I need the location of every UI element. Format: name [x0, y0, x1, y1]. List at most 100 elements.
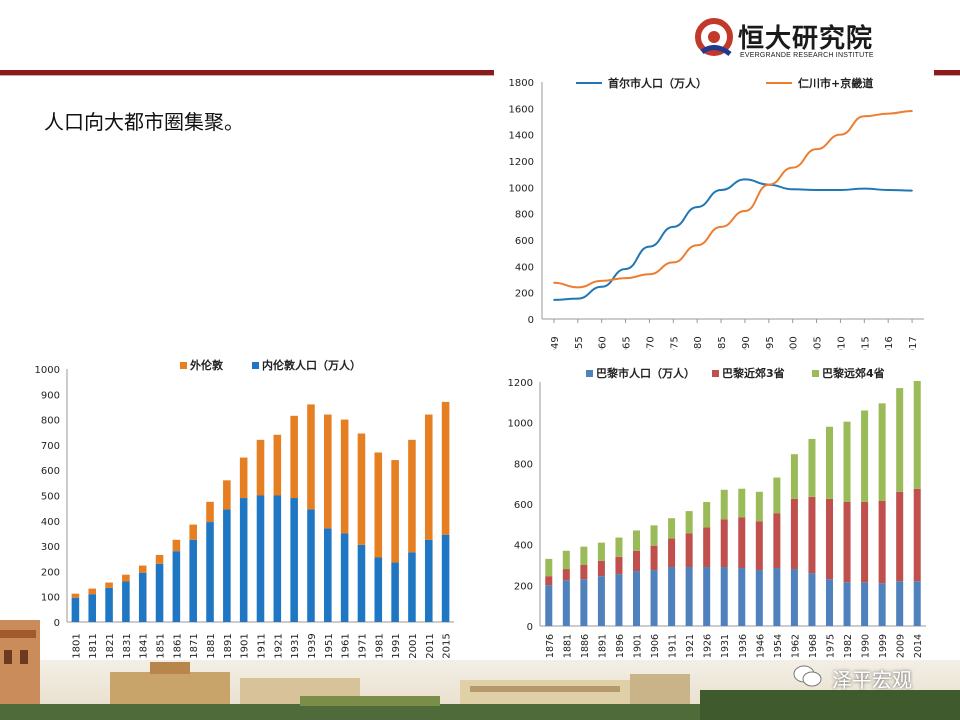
bar-segment-2: [878, 500, 886, 584]
legend-swatch: [252, 362, 259, 369]
bar-segment-3: [755, 491, 763, 522]
bar-segment-1: [825, 579, 834, 626]
x-tick-label: 1954: [773, 634, 784, 658]
y-tick-label: 1600: [509, 104, 534, 115]
x-tick-label: 1801: [71, 633, 82, 658]
bar-segment-2: [155, 554, 164, 564]
bar-segment-1: [913, 581, 921, 626]
bar-segment-1: [408, 552, 416, 622]
data-point: [863, 187, 866, 190]
brand-name-en: EVERGRANDE RESEARCH INSTITUTE: [740, 52, 874, 59]
x-tick-label: 1939: [307, 633, 318, 658]
y-tick-label: 0: [527, 622, 533, 633]
x-tick-label: 2017: [908, 336, 919, 350]
bar-segment-2: [650, 545, 658, 571]
x-tick-label: 2015: [860, 336, 871, 350]
x-tick-label: 1911: [668, 634, 679, 658]
bar-segment-3: [861, 410, 869, 502]
x-tick-label: 1811: [88, 633, 99, 658]
legend-label: 仁川市+京畿道: [798, 76, 873, 90]
y-tick-label: 1000: [508, 419, 533, 430]
x-tick-label: 1965: [622, 336, 633, 350]
x-tick-label: 2010: [836, 336, 847, 350]
bar-segment-2: [685, 533, 693, 568]
bar-segment-3: [615, 537, 623, 557]
x-tick-label: 1999: [878, 634, 889, 658]
bar-segment-2: [580, 565, 588, 580]
bar-segment-2: [843, 501, 851, 583]
data-point: [648, 245, 651, 248]
y-tick-label: 600: [514, 500, 533, 511]
bar-segment-1: [206, 522, 214, 622]
data-point: [744, 178, 746, 181]
bar-segment-1: [122, 581, 130, 622]
x-tick-label: 1985: [717, 336, 728, 350]
bar-segment-1: [71, 597, 80, 622]
data-point: [672, 226, 675, 228]
y-tick-label: 1200: [508, 378, 533, 389]
x-tick-label: 1921: [273, 633, 284, 658]
bar-segment-2: [424, 414, 433, 540]
bar-segment-2: [273, 434, 282, 496]
y-tick-label: 0: [528, 315, 534, 326]
bar-segment-2: [223, 480, 231, 510]
data-point: [553, 299, 555, 301]
bar-segment-2: [615, 556, 623, 575]
y-tick-label: 600: [41, 466, 60, 477]
bar-segment-2: [239, 457, 248, 499]
bar-segment-2: [808, 496, 816, 574]
bar-segment-1: [441, 534, 450, 622]
y-tick-label: 1000: [35, 365, 60, 376]
x-tick-label: 2015: [442, 633, 453, 658]
x-tick-label: 1975: [669, 336, 680, 350]
bar-segment-1: [685, 567, 693, 626]
bar-segment-3: [896, 388, 904, 492]
bar-segment-1: [668, 567, 676, 626]
bar-segment-1: [896, 581, 904, 626]
bar-segment-2: [88, 588, 97, 595]
bar-segment-1: [632, 571, 641, 626]
x-tick-label: 2016: [884, 336, 895, 350]
bar-segment-3: [703, 501, 711, 528]
data-point: [696, 206, 698, 208]
bar-segment-1: [340, 533, 349, 622]
london-population-chart: 0 100 200 300 400 500 600 700 800 900 1000 1801 1811…: [34, 352, 460, 670]
legend-label: 首尔市人口（万人）: [608, 76, 707, 90]
x-tick-label: 1911: [257, 633, 268, 658]
x-tick-label: 2005: [813, 336, 824, 350]
bar-segment-2: [720, 519, 728, 568]
legend-label: 内伦敦人口（万人）: [262, 358, 361, 372]
x-tick-label: 1926: [703, 634, 714, 658]
y-tick-label: 1000: [509, 183, 534, 194]
bar-segment-1: [424, 539, 433, 622]
y-tick-label: 1400: [509, 131, 534, 142]
bar-segment-2: [755, 521, 763, 571]
bar-segment-2: [825, 498, 834, 580]
bar-segment-1: [843, 582, 851, 626]
bar-segment-2: [105, 582, 113, 588]
series-line-2: [553, 109, 913, 289]
bar-segment-1: [773, 568, 781, 626]
data-point: [577, 297, 579, 300]
bar-segment-1: [703, 567, 711, 626]
bar-segment-2: [913, 488, 921, 582]
data-point: [600, 280, 603, 282]
x-tick-label: 2011: [425, 633, 436, 658]
bar-segment-3: [650, 525, 658, 546]
x-tick-label: 1975: [826, 634, 837, 658]
bar-segment-2: [71, 593, 80, 598]
x-tick-label: 1971: [357, 633, 368, 658]
bar-segment-2: [597, 560, 605, 577]
bar-segment-1: [597, 576, 605, 626]
data-point: [720, 226, 722, 228]
x-tick-label: 1896: [615, 634, 626, 658]
y-tick-label: 800: [515, 210, 534, 221]
bar-segment-1: [391, 562, 399, 622]
legend-label: 外伦敦: [189, 358, 224, 372]
y-tick-label: 0: [54, 618, 60, 629]
bar-segment-3: [632, 530, 641, 551]
bar-segment-1: [105, 587, 113, 622]
x-tick-label: 1949: [550, 336, 561, 350]
bar-segment-2: [138, 565, 147, 573]
bar-segment-1: [650, 570, 658, 626]
